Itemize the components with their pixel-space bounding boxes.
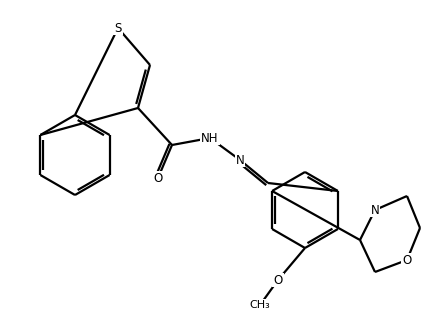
Text: O: O xyxy=(273,274,283,287)
Text: S: S xyxy=(114,22,122,35)
Text: NH: NH xyxy=(201,131,219,144)
Text: O: O xyxy=(153,172,163,184)
Text: N: N xyxy=(235,153,244,166)
Text: O: O xyxy=(402,254,411,266)
Text: N: N xyxy=(370,203,379,216)
Text: CH₃: CH₃ xyxy=(250,300,270,310)
